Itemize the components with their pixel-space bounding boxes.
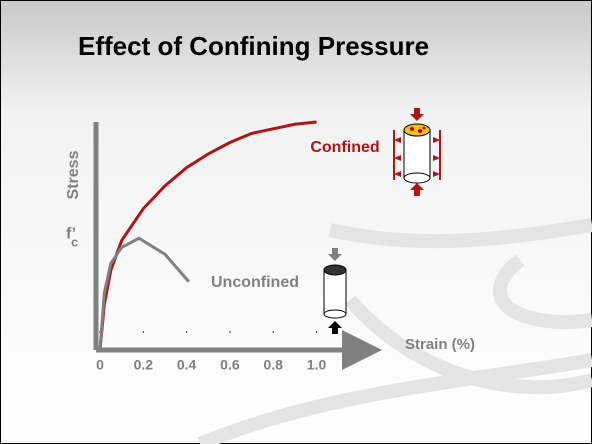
series-label: Unconfined (211, 274, 299, 291)
annotation-subscript: c (71, 235, 78, 250)
unconfined-icon (323, 248, 347, 334)
confined-icon (393, 108, 441, 196)
x-tick-label: 1.0 (307, 357, 327, 373)
series-line (98, 236, 190, 351)
x-tick-label: 0.2 (134, 357, 154, 373)
x-tick-label: 0.8 (263, 357, 283, 373)
x-axis-label: Strain (%) (405, 336, 475, 353)
x-tick-label: 0 (96, 357, 104, 373)
chart-title: Effect of Confining Pressure (78, 31, 429, 61)
x-tick-label: 0.4 (177, 357, 197, 373)
series-label: Confined (310, 139, 379, 156)
annotation: f’ (66, 225, 76, 242)
x-tick-label: 0.6 (220, 357, 240, 373)
decoration (197, 218, 592, 444)
y-axis-label: Stress (65, 150, 82, 199)
